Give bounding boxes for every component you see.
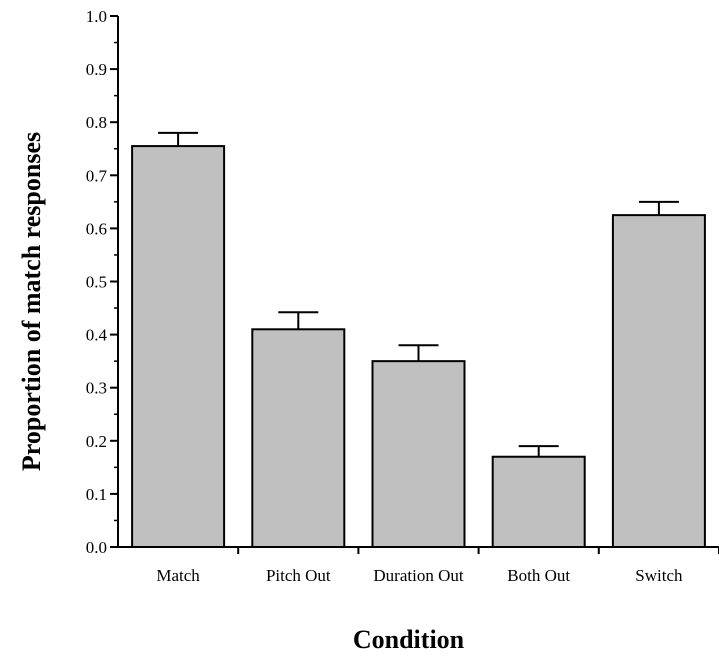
x-axis-title: Condition bbox=[353, 625, 465, 654]
y-tick-label: 0.1 bbox=[86, 485, 107, 504]
bar-switch bbox=[611, 214, 706, 548]
y-axis-title: Proportion of match responses bbox=[17, 132, 46, 471]
bar-both-out bbox=[491, 455, 586, 549]
bar-duration-out bbox=[371, 360, 466, 548]
y-tick-label: 0.7 bbox=[86, 166, 108, 185]
y-tick-label: 0.5 bbox=[86, 273, 107, 292]
y-tick-label: 0.0 bbox=[86, 538, 107, 557]
y-tick-label: 0.6 bbox=[86, 219, 107, 238]
y-tick-label: 0.2 bbox=[86, 432, 107, 451]
y-tick-label: 0.4 bbox=[86, 326, 108, 345]
y-axis-ticks: 0.0 0.1 0.2 0.3 0.4 0.5 0.6 0.7 0.8 0.9 1.0 bbox=[86, 7, 118, 557]
bars bbox=[131, 131, 706, 549]
y-tick-label: 1.0 bbox=[86, 7, 107, 26]
x-tick-label: Both Out bbox=[507, 566, 570, 585]
bar-pitch-out bbox=[251, 328, 346, 549]
x-tick-label: Pitch Out bbox=[266, 566, 331, 585]
x-tick-label: Switch bbox=[635, 566, 683, 585]
bar-match bbox=[131, 145, 226, 548]
x-tick-label: Duration Out bbox=[373, 566, 463, 585]
y-tick-label: 0.3 bbox=[86, 379, 107, 398]
x-tick-label: Match bbox=[156, 566, 200, 585]
x-axis-tick-labels: Match Pitch Out Duration Out Both Out Switch bbox=[156, 547, 719, 585]
y-tick-label: 0.9 bbox=[86, 60, 107, 79]
y-tick-label: 0.8 bbox=[86, 113, 107, 132]
